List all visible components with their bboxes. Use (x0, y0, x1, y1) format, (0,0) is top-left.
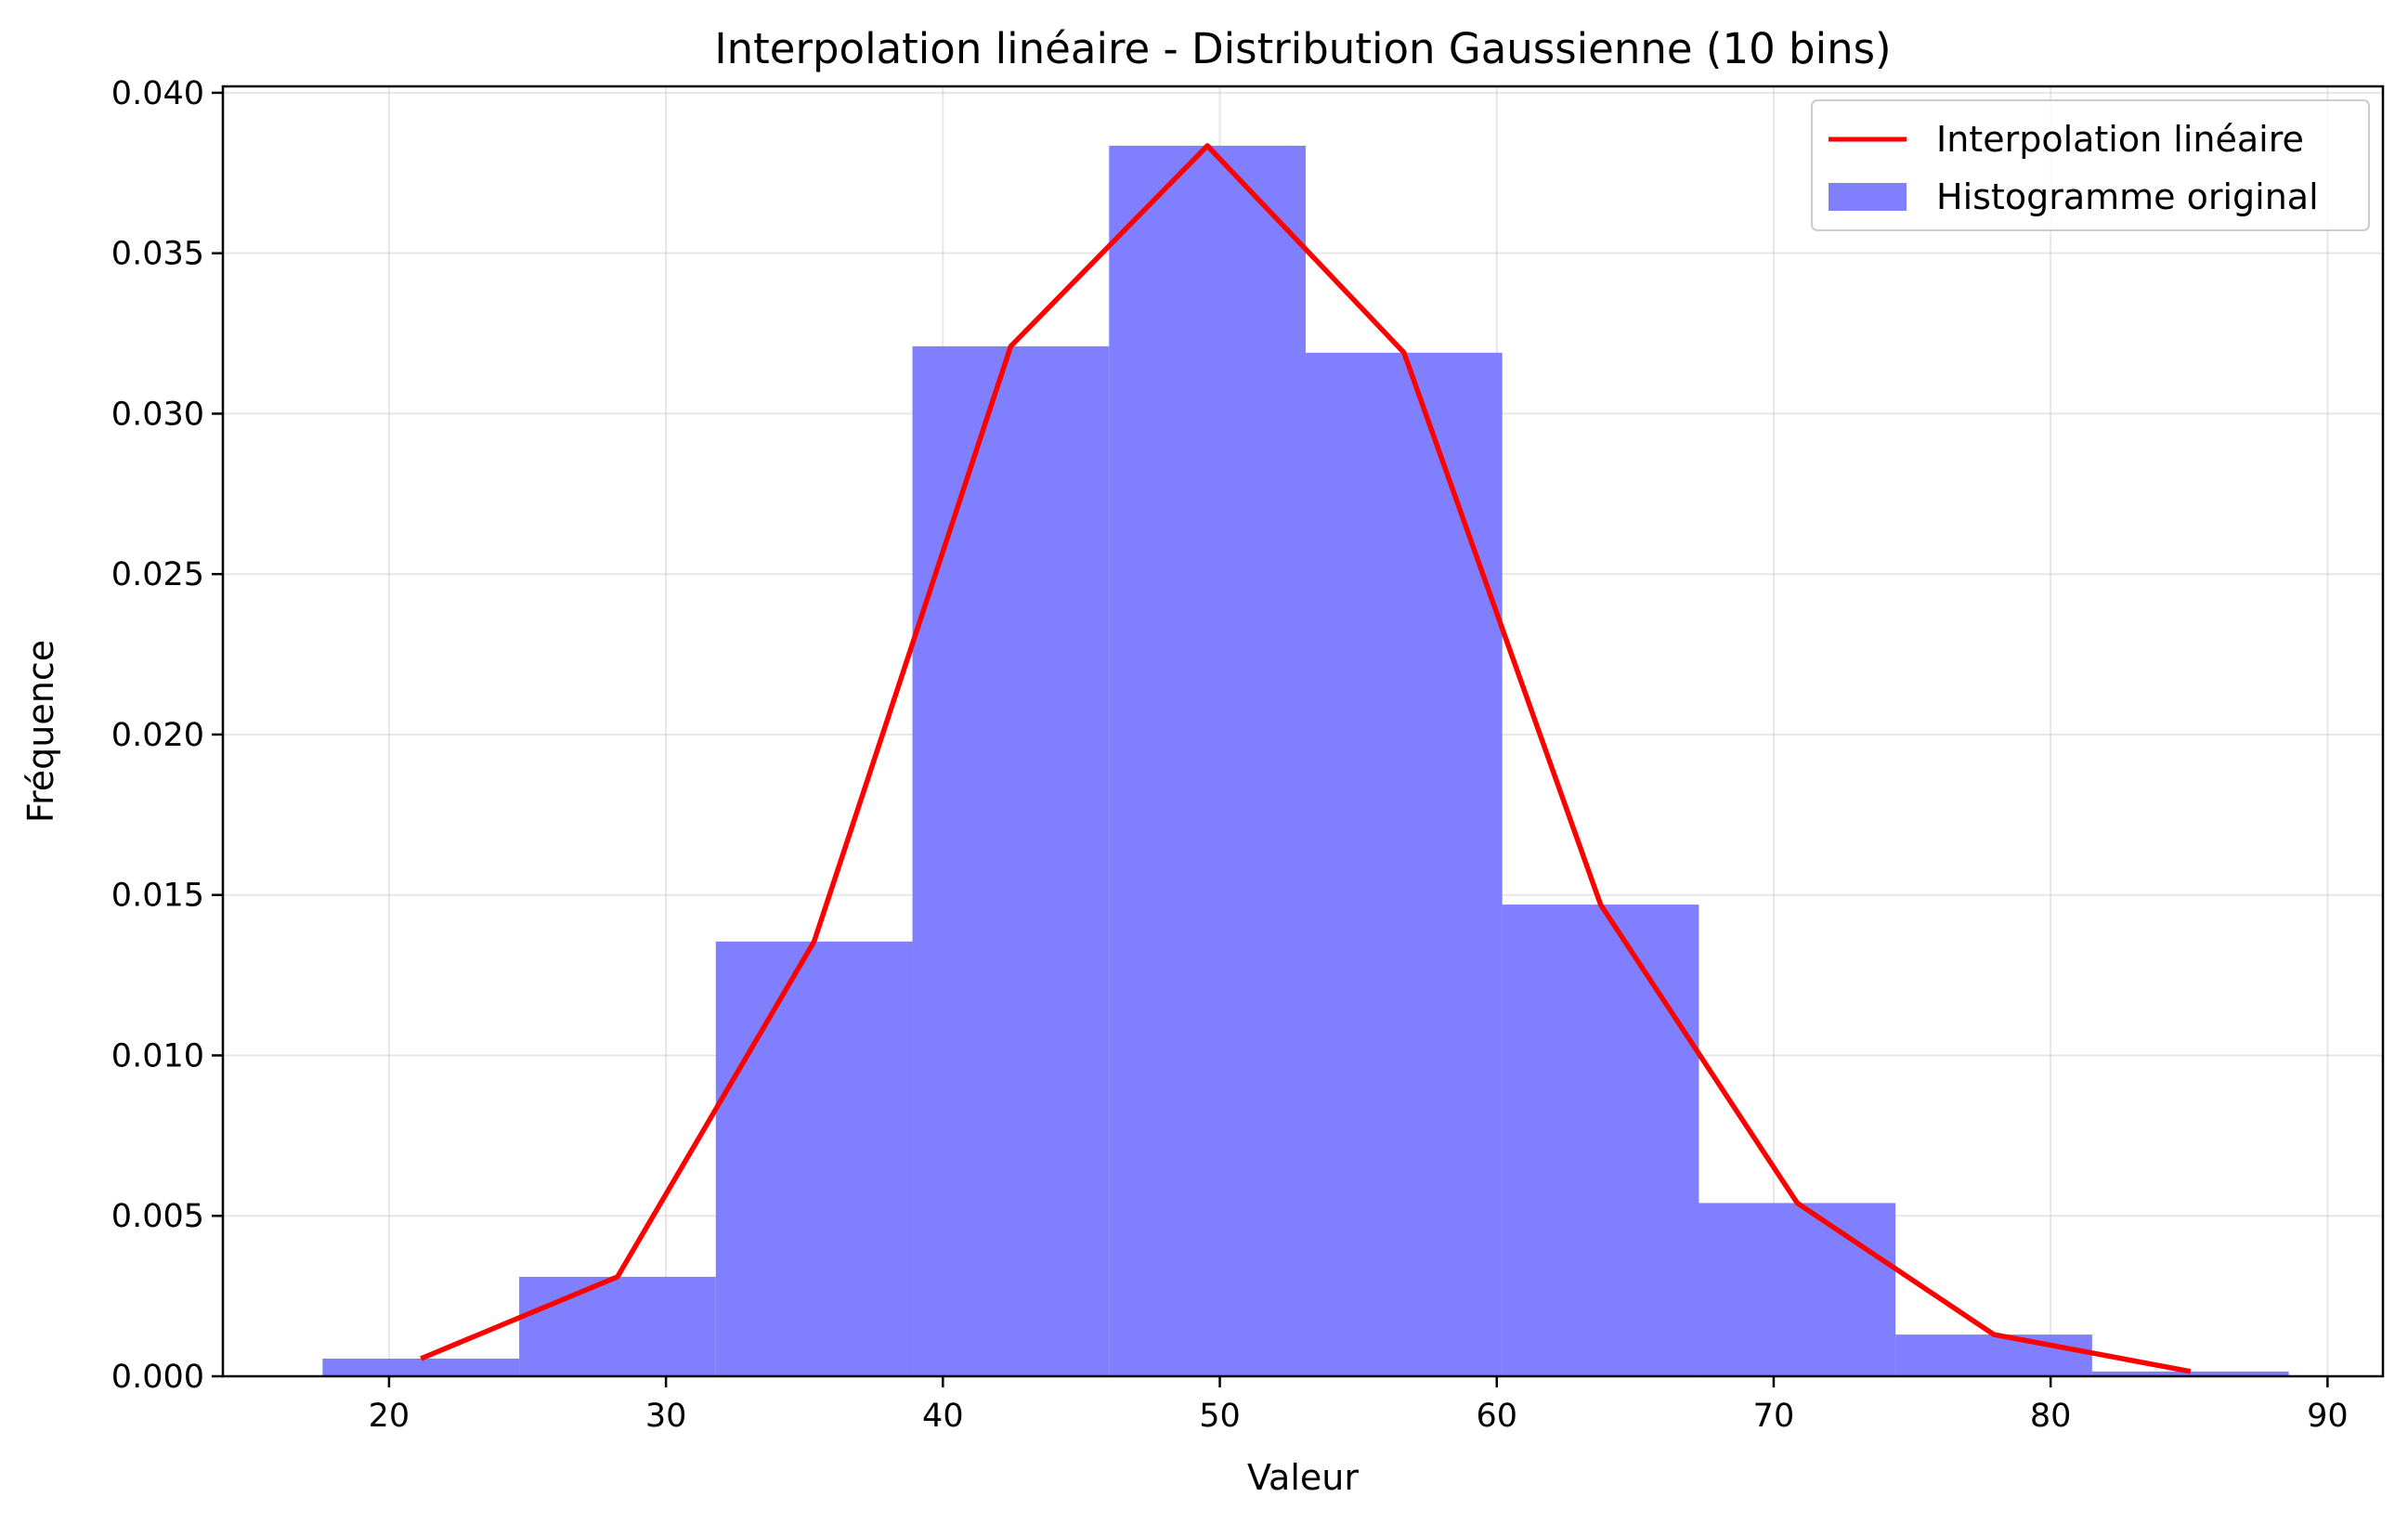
legend-bar-label: Histogramme original (1936, 176, 2319, 217)
histogram-bars (322, 145, 2289, 1377)
x-axis-ticks: 20 30 40 50 60 70 80 90 (369, 1376, 2349, 1435)
y-tick-label: 0.010 (111, 1037, 204, 1074)
histogram-bar (1502, 905, 1699, 1376)
histogram-bar (1305, 352, 1503, 1376)
histogram-bar (1895, 1334, 2092, 1376)
legend-bar-swatch (1829, 183, 1907, 211)
y-tick-label: 0.000 (111, 1359, 204, 1396)
y-tick-label: 0.005 (111, 1198, 204, 1235)
x-axis-title: Valeur (1247, 1457, 1359, 1498)
x-tick-label: 50 (1199, 1398, 1241, 1435)
histogram-bar (1699, 1203, 1896, 1376)
y-tick-label: 0.015 (111, 878, 204, 915)
legend-line-label: Interpolation linéaire (1936, 119, 2304, 160)
x-tick-label: 30 (645, 1398, 687, 1435)
y-axis-ticks: 0.000 0.005 0.010 0.015 0.020 0.025 0.030 0.035… (111, 75, 223, 1396)
y-axis-title: Fréquence (20, 640, 61, 823)
histogram-bar (322, 1358, 520, 1376)
histogram-bar (912, 345, 1110, 1376)
x-tick-label: 20 (369, 1398, 410, 1435)
x-tick-label: 80 (2030, 1398, 2072, 1435)
histogram-bar (1109, 145, 1306, 1377)
histogram-bar (715, 941, 913, 1376)
y-tick-label: 0.035 (111, 236, 204, 273)
x-tick-label: 70 (1753, 1398, 1795, 1435)
interpolation-line (420, 143, 2192, 1374)
histogram-bar (519, 1276, 716, 1376)
y-tick-label: 0.020 (111, 717, 204, 754)
x-tick-label: 40 (922, 1398, 964, 1435)
y-tick-label: 0.040 (111, 75, 204, 112)
plot-area-frame (221, 85, 2385, 1378)
histogram-bar (2091, 1371, 2289, 1376)
y-tick-label: 0.025 (111, 556, 204, 593)
x-tick-label: 90 (2307, 1398, 2349, 1435)
x-tick-label: 60 (1476, 1398, 1517, 1435)
legend: Interpolation linéaire Histogramme origi… (1811, 99, 2370, 231)
legend-box (1811, 99, 2370, 231)
y-tick-label: 0.030 (111, 396, 204, 433)
interpolation-line-group (420, 143, 2192, 1374)
chart-title: Interpolation linéaire - Distribution Ga… (714, 24, 1891, 73)
